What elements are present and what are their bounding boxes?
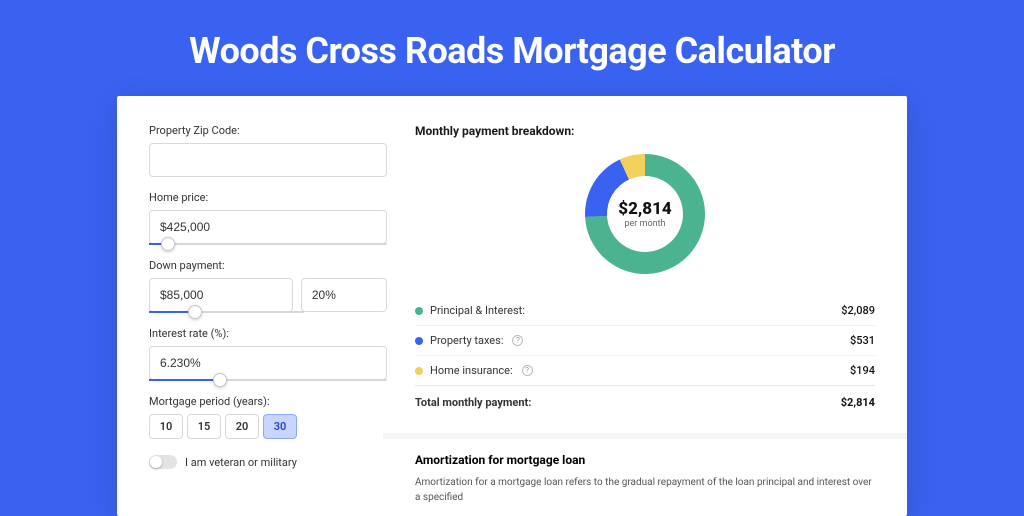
amortization-section: Amortization for mortgage loan Amortizat… [383, 433, 907, 505]
legend: Principal & Interest: $2,089 Property taxe… [415, 296, 875, 385]
period-btn-20[interactable]: 20 [225, 414, 259, 439]
page-title: Woods Cross Roads Mortgage Calculator [0, 0, 1024, 96]
help-icon[interactable]: ? [512, 335, 523, 346]
interest-slider-fill [149, 379, 220, 381]
veteran-row: I am veteran or military [149, 455, 387, 469]
breakdown-panel: Monthly payment breakdown: $2,814 per mo… [415, 124, 875, 516]
veteran-toggle-knob [150, 456, 162, 468]
legend-label: Home insurance: [430, 364, 513, 377]
total-label: Total monthly payment: [415, 396, 531, 409]
interest-slider-thumb[interactable] [213, 373, 227, 387]
total-value: $2,814 [841, 396, 875, 409]
donut-center: $2,814 per month [618, 199, 671, 229]
legend-row: Property taxes:? $531 [415, 325, 875, 355]
interest-group: Interest rate (%): [149, 327, 387, 381]
zip-label: Property Zip Code: [149, 124, 387, 137]
period-group: Mortgage period (years): 10152030 [149, 395, 387, 439]
legend-value: $2,089 [841, 304, 875, 317]
veteran-label: I am veteran or military [185, 456, 297, 469]
interest-slider[interactable] [149, 379, 387, 381]
legend-value: $194 [850, 364, 875, 377]
period-btn-30[interactable]: 30 [263, 414, 297, 439]
down-payment-slider-thumb[interactable] [188, 305, 202, 319]
down-payment-pct-input[interactable] [301, 278, 387, 312]
legend-label: Principal & Interest: [430, 304, 525, 317]
legend-dot [415, 307, 423, 315]
donut-chart: $2,814 per month [581, 150, 709, 278]
donut-subtitle: per month [618, 219, 671, 229]
home-price-input[interactable] [149, 210, 387, 244]
home-price-slider-thumb[interactable] [161, 237, 175, 251]
donut-amount: $2,814 [618, 199, 671, 219]
legend-value: $531 [850, 334, 875, 347]
total-row: Total monthly payment: $2,814 [415, 385, 875, 417]
interest-label: Interest rate (%): [149, 327, 387, 340]
legend-label: Property taxes: [430, 334, 503, 347]
legend-row: Principal & Interest: $2,089 [415, 296, 875, 325]
breakdown-title: Monthly payment breakdown: [415, 124, 875, 138]
legend-row: Home insurance:? $194 [415, 355, 875, 385]
amortization-title: Amortization for mortgage loan [415, 453, 875, 467]
help-icon[interactable]: ? [522, 365, 533, 376]
period-label: Mortgage period (years): [149, 395, 387, 408]
down-payment-slider[interactable] [149, 311, 304, 313]
calculator-card: Property Zip Code: Home price: Down paym… [117, 96, 907, 516]
zip-field-group: Property Zip Code: [149, 124, 387, 177]
legend-dot [415, 367, 423, 375]
down-payment-group: Down payment: [149, 259, 387, 313]
legend-dot [415, 337, 423, 345]
veteran-toggle[interactable] [149, 455, 177, 469]
donut-chart-wrap: $2,814 per month [415, 150, 875, 278]
zip-input[interactable] [149, 143, 387, 177]
down-payment-input[interactable] [149, 278, 293, 312]
amortization-text: Amortization for a mortgage loan refers … [415, 475, 875, 505]
home-price-slider[interactable] [149, 243, 387, 245]
inputs-panel: Property Zip Code: Home price: Down paym… [149, 124, 387, 516]
down-payment-label: Down payment: [149, 259, 387, 272]
period-options: 10152030 [149, 414, 387, 439]
home-price-group: Home price: [149, 191, 387, 245]
home-price-label: Home price: [149, 191, 387, 204]
period-btn-15[interactable]: 15 [187, 414, 221, 439]
period-btn-10[interactable]: 10 [149, 414, 183, 439]
interest-input[interactable] [149, 346, 387, 380]
